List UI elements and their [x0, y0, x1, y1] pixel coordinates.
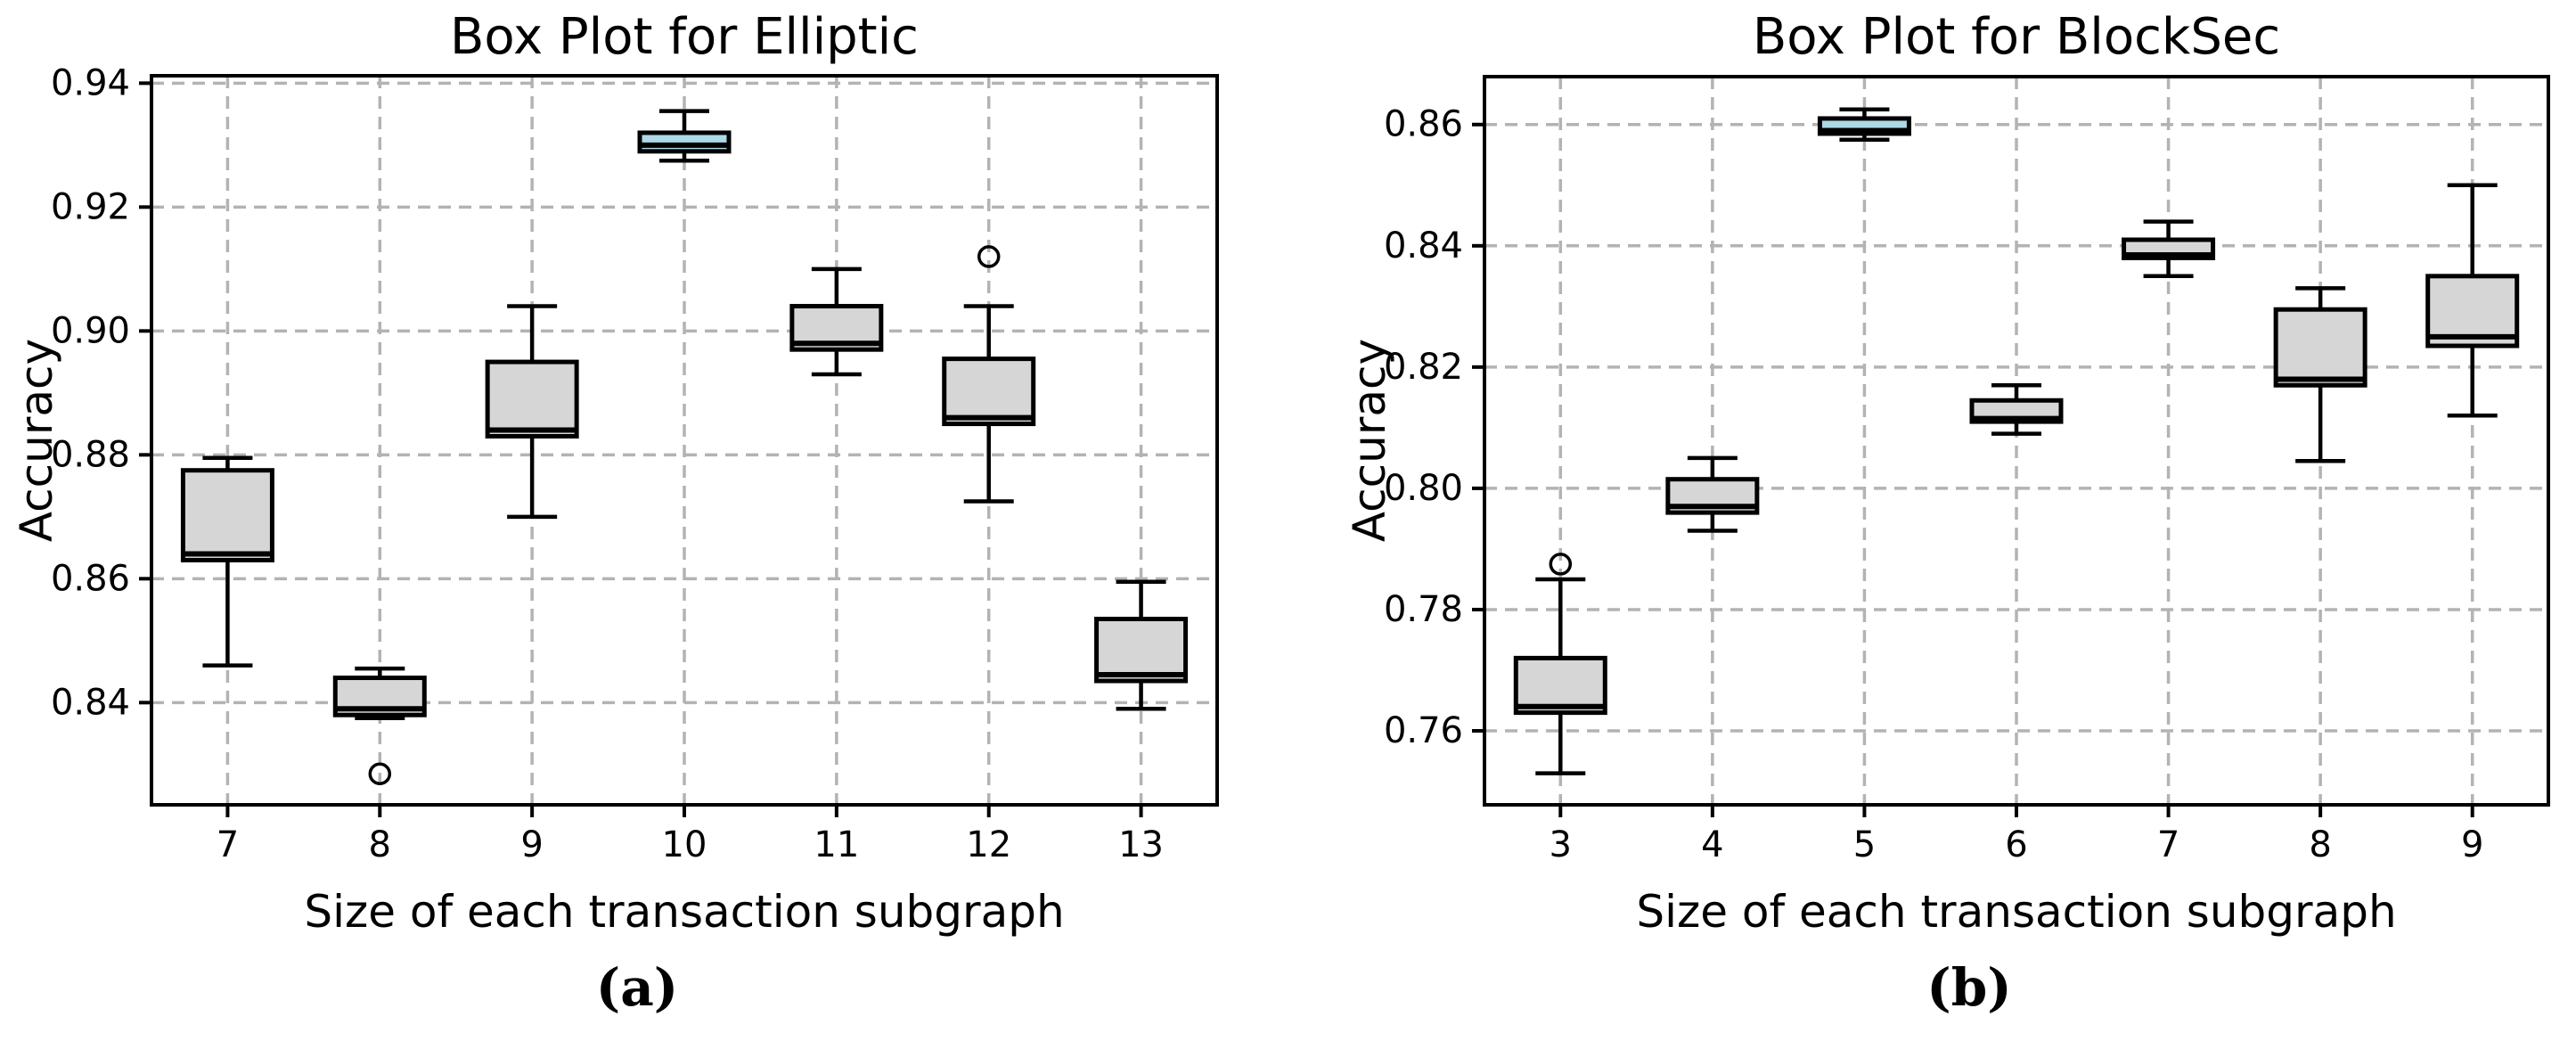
x-tick-label: 7 — [217, 824, 239, 865]
y-tick-label: 0.78 — [1384, 589, 1463, 630]
x-tick-label: 8 — [2309, 824, 2331, 865]
elliptic-boxplot-plot: 0.84 0.86 0.88 0.90 0.92 0.94 7 8 9 10 11 12 13 — [51, 62, 1219, 865]
box — [942, 357, 1036, 427]
chart-title-elliptic: Box Plot for Elliptic — [450, 8, 919, 66]
caption-a: (a) — [596, 957, 678, 1018]
y-tick-label: 0.88 — [51, 434, 130, 475]
x-tick-label: 9 — [520, 824, 543, 865]
box — [1513, 655, 1607, 716]
box — [637, 130, 732, 154]
x-tick-label: 12 — [966, 824, 1011, 865]
box — [180, 468, 274, 562]
x-tick-label: 9 — [2461, 824, 2483, 865]
box — [485, 359, 579, 439]
x-axis-label-elliptic: Size of each transaction subgraph — [304, 886, 1064, 938]
x-tick-label: 13 — [1118, 824, 1164, 865]
y-tick-label: 0.94 — [51, 62, 130, 103]
y-tick-label: 0.86 — [51, 558, 130, 599]
outlier-point — [977, 245, 1001, 268]
x-tick-label: 3 — [1550, 824, 1572, 865]
y-axis-label-blocksec: Accuracy — [1344, 339, 1395, 542]
caption-b: (b) — [1926, 957, 2011, 1018]
axes-frame — [150, 74, 1219, 807]
y-axis-label-elliptic: Accuracy — [11, 339, 62, 542]
x-tick-label: 11 — [814, 824, 859, 865]
box — [1094, 617, 1189, 684]
box — [2273, 307, 2367, 388]
y-tick-label: 0.84 — [1384, 225, 1463, 266]
x-tick-label: 5 — [1853, 824, 1876, 865]
y-tick-label: 0.80 — [1384, 468, 1463, 509]
y-tick-label: 0.84 — [51, 682, 130, 723]
x-axis-label-blocksec: Size of each transaction subgraph — [1636, 886, 2396, 938]
x-tick-label: 6 — [2005, 824, 2027, 865]
outlier-point — [368, 762, 392, 786]
y-tick-label: 0.90 — [51, 310, 130, 351]
y-tick-label: 0.92 — [51, 186, 130, 227]
y-tick-label: 0.76 — [1384, 710, 1463, 751]
y-tick-label: 0.82 — [1384, 347, 1463, 388]
y-tick-label: 0.86 — [1384, 104, 1463, 145]
x-tick-label: 8 — [369, 824, 391, 865]
chart-title-blocksec: Box Plot for BlockSec — [1753, 8, 2280, 66]
axes-frame — [1483, 75, 2550, 807]
x-tick-label: 10 — [662, 824, 707, 865]
x-tick-label: 4 — [1701, 824, 1723, 865]
x-tick-label: 7 — [2157, 824, 2179, 865]
blocksec-boxplot-plot: 0.76 0.78 0.80 0.82 0.84 0.86 3 4 5 6 7 8 9 — [1384, 75, 2550, 865]
outlier-point — [1549, 553, 1573, 576]
